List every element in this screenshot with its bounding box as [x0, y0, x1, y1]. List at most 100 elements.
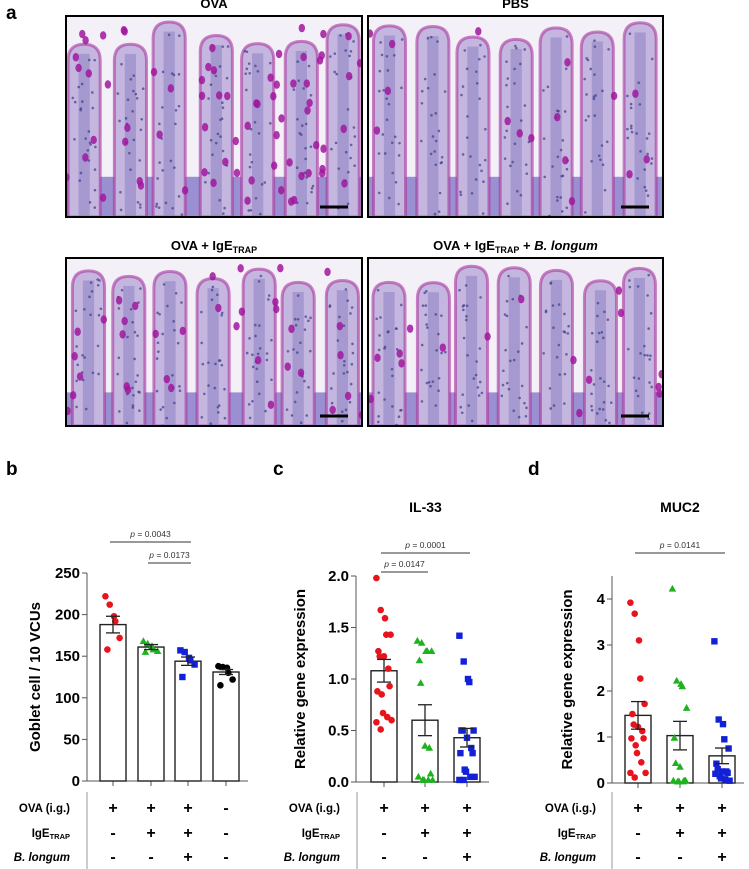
nucleus [292, 88, 296, 91]
nucleus [161, 106, 164, 109]
minus-sign: - [677, 849, 682, 866]
nucleus [429, 152, 433, 156]
nucleus [479, 296, 482, 299]
nucleus [245, 50, 249, 54]
nucleus [294, 323, 298, 327]
nucleus [207, 171, 210, 175]
goblet-cell [119, 330, 126, 339]
nucleus [157, 206, 161, 209]
nucleus [207, 361, 210, 364]
goblet-cell [570, 355, 577, 365]
nucleus [217, 359, 221, 362]
goblet-cell [210, 178, 217, 188]
nucleus [248, 71, 252, 75]
data-point [718, 768, 726, 775]
nucleus [97, 372, 100, 376]
nucleus [551, 304, 555, 307]
goblet-cell [516, 129, 523, 138]
nucleus [378, 334, 381, 337]
goblet-cell [304, 106, 311, 115]
goblet-cell [564, 58, 571, 67]
nucleus [245, 67, 249, 71]
nucleus [425, 323, 428, 326]
goblet-cell [484, 332, 491, 341]
data-point [416, 679, 425, 686]
data-point [425, 744, 434, 751]
nucleus [348, 400, 352, 404]
nucleus [391, 171, 394, 175]
data-point [377, 726, 385, 733]
nucleus [251, 365, 255, 369]
nucleus [599, 377, 602, 380]
nucleus [307, 386, 310, 389]
treatment-row-label: IgETRAP [558, 828, 596, 841]
nucleus [383, 152, 387, 155]
nucleus [295, 166, 299, 170]
nucleus [462, 308, 465, 312]
nucleus [377, 415, 380, 418]
nucleus [141, 87, 145, 91]
nucleus [377, 348, 381, 352]
data-point [721, 736, 728, 743]
nucleus [644, 189, 648, 192]
data-point [471, 773, 478, 781]
nucleus [292, 348, 295, 351]
nucleus [544, 310, 548, 314]
nucleus [254, 323, 257, 327]
bar [370, 670, 398, 783]
nucleus [258, 324, 261, 327]
plus-sign: + [462, 825, 471, 842]
nucleus [382, 88, 386, 92]
nucleus [129, 168, 132, 172]
nucleus [135, 96, 139, 100]
nucleus [394, 180, 398, 184]
nucleus [89, 143, 93, 146]
nucleus [469, 155, 472, 158]
data-point [460, 658, 467, 665]
goblet-cell [137, 181, 145, 190]
nucleus [255, 367, 259, 371]
minus-sign: - [381, 849, 386, 866]
nucleus [247, 403, 251, 406]
nucleus [210, 298, 214, 302]
nucleus [118, 119, 121, 123]
nucleus [219, 135, 222, 138]
nucleus [504, 348, 507, 352]
nucleus [201, 362, 205, 366]
data-point [672, 676, 681, 684]
nucleus [639, 352, 642, 355]
bar [137, 646, 165, 782]
nucleus [627, 347, 630, 351]
nucleus [119, 190, 122, 194]
nucleus [465, 136, 469, 139]
nucleus [245, 88, 248, 92]
goblet-cell [324, 267, 331, 277]
nucleus [155, 389, 159, 393]
nucleus [177, 73, 181, 76]
nucleus [295, 391, 299, 394]
nucleus [346, 370, 349, 374]
nucleus [503, 313, 507, 316]
nucleus [157, 350, 160, 353]
nucleus [344, 288, 348, 291]
nucleus [248, 165, 252, 169]
nucleus [626, 136, 629, 140]
nucleus [305, 429, 308, 432]
nucleus [646, 194, 650, 197]
panel-label-c: c [273, 459, 284, 480]
nucleus [438, 191, 442, 195]
goblet-cell [632, 89, 639, 98]
goblet-cell [576, 408, 583, 418]
goblet-cell [610, 91, 618, 101]
nucleus [461, 85, 465, 88]
goblet-cell [270, 92, 277, 101]
nucleus [603, 188, 607, 192]
y-tick-label: 0.0 [328, 774, 349, 791]
villus-core [383, 35, 396, 217]
nucleus [424, 313, 427, 317]
nucleus [293, 400, 297, 404]
data-point [102, 592, 109, 600]
goblet-cell [82, 36, 89, 45]
nucleus [392, 54, 396, 57]
nucleus [513, 82, 516, 85]
